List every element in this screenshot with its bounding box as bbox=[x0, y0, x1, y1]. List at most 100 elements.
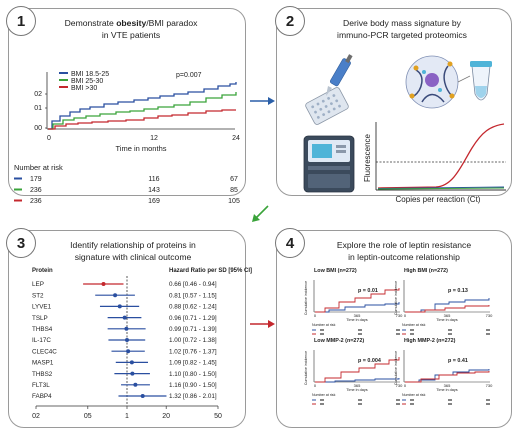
mini-km-xlabel: Time in days bbox=[436, 318, 457, 322]
mini-km-chart-0: Low BMI (n=272) p = 0.01 Cumulative incide… bbox=[304, 268, 403, 335]
km-xtick-0: 0 bbox=[47, 135, 51, 142]
forest-xtick-label: 20 bbox=[162, 413, 170, 420]
forest-hr-label: 0.96 [0.71 - 1.29] bbox=[169, 315, 217, 322]
mini-km-risk-mark bbox=[410, 399, 414, 401]
mini-km-xlabel: Time in days bbox=[346, 388, 367, 392]
panel-1-title-bold: obesity bbox=[116, 18, 147, 28]
forest-point bbox=[125, 338, 129, 342]
forest-protein-label: TSLP bbox=[32, 315, 48, 322]
mini-km-risk-mark bbox=[396, 329, 400, 331]
mini-km-risk-mark bbox=[396, 403, 400, 405]
panel-1-number: 1 bbox=[6, 6, 36, 36]
mini-km-risk-title: Number at risk bbox=[312, 393, 336, 397]
km-legend-label-1: BMI 25-30 bbox=[71, 78, 103, 85]
km-legend-label-0: BMI 18.5-25 bbox=[71, 71, 109, 78]
mini-km-risk-mark bbox=[486, 329, 490, 331]
mini-km-risk-mark bbox=[448, 329, 452, 331]
km-risk-value: 236 bbox=[30, 187, 42, 194]
mini-km-pvalue: p = 0.01 bbox=[358, 288, 378, 294]
arrow-3-to-4 bbox=[250, 320, 275, 328]
panel-4 bbox=[276, 230, 512, 428]
forest-hr-label: 1.32 [0.86 - 2.01] bbox=[169, 393, 217, 400]
forest-hr-label: 1.00 [0.72 - 1.38] bbox=[169, 337, 217, 344]
km-at-risk-title: Number at risk bbox=[14, 163, 63, 172]
km-ytick-0: 02 bbox=[34, 91, 42, 98]
panel-4-title: Explore the role of leptin resistance in… bbox=[336, 240, 472, 262]
mini-km-xlabel: Time in days bbox=[346, 318, 367, 322]
panel-2-title: Derive body mass signature by immuno-PCR… bbox=[337, 18, 467, 40]
forest-hr-label: 1.02 [0.76 - 1.37] bbox=[169, 348, 217, 355]
km-xtick-1: 12 bbox=[150, 135, 158, 142]
panel-1-title: Demonstrate obesity/BMI paradox in VTE p… bbox=[64, 18, 198, 40]
mini-km-xtick: 365 bbox=[354, 313, 361, 318]
mini-km-title: Low MMP-2 (n=272) bbox=[314, 338, 364, 344]
forest-hr-label: 0.99 [0.71 - 1.39] bbox=[169, 326, 217, 333]
forest-protein-label: ST2 bbox=[32, 292, 44, 299]
forest-hr-label: 0.66 [0.46 - 0.94] bbox=[169, 281, 217, 288]
mini-km-risk-mark bbox=[358, 333, 362, 335]
km-ytick-1: 01 bbox=[34, 105, 42, 112]
panel-2-illustration: Fluorescence Copies per reaction (Ct) bbox=[303, 54, 506, 204]
forest-point bbox=[124, 326, 129, 331]
mini-km-curve bbox=[315, 288, 400, 313]
tube-icon bbox=[470, 61, 492, 101]
km-pvalue: p=0.007 bbox=[176, 72, 202, 79]
mini-km-risk-mark bbox=[486, 403, 490, 405]
pipette-plate-icon bbox=[305, 54, 353, 125]
km-curve-0 bbox=[48, 82, 237, 130]
mini-km-title: Low BMI (n=272) bbox=[314, 268, 357, 274]
forest-point bbox=[130, 371, 135, 376]
forest-hr-label: 0.88 [0.62 - 1.24] bbox=[169, 304, 217, 311]
mini-km-xtick: 0 bbox=[404, 313, 407, 318]
mini-km-xlabel: Time in days bbox=[436, 388, 457, 392]
mini-km-risk-mark bbox=[410, 333, 414, 335]
mini-km-xtick: 730 bbox=[396, 313, 403, 318]
forest-protein-label: THBS4 bbox=[32, 326, 53, 333]
forest-point bbox=[101, 282, 106, 286]
mini-km-pvalue: p = 0.13 bbox=[448, 288, 468, 294]
panel-3-number: 3 bbox=[6, 228, 36, 258]
forest-plot: Protein Hazard Ratio per SD [95% CI] LEP… bbox=[32, 268, 252, 420]
mini-km-curve bbox=[315, 302, 400, 313]
mini-km-risk-mark bbox=[410, 329, 414, 331]
forest-xtick-label: 50 bbox=[214, 413, 222, 420]
mini-km-risk-mark bbox=[486, 399, 490, 401]
mini-km-risk-mark bbox=[448, 333, 452, 335]
mini-km-risk-mark bbox=[320, 329, 324, 331]
mini-km-ylabel: Cumulative incidence bbox=[304, 281, 308, 315]
panel-3-title: Identify relationship of proteins in sig… bbox=[70, 240, 196, 262]
mini-km-title: High MMP-2 (n=272) bbox=[404, 338, 456, 344]
mini-km-risk-mark bbox=[396, 333, 400, 335]
km-chart: BMI 18.5-25 BMI 25-30 BMI >30 p=0.007 02… bbox=[14, 71, 240, 205]
forest-point bbox=[133, 382, 138, 387]
km-risk-value: 169 bbox=[148, 198, 160, 205]
mini-km-risk-mark bbox=[486, 333, 490, 335]
km-risk-value: 67 bbox=[230, 176, 238, 183]
km-risk-value: 236 bbox=[30, 198, 42, 205]
km-risk-value: 116 bbox=[148, 176, 159, 183]
arrow-2-to-3 bbox=[252, 205, 269, 222]
amplification-curve bbox=[377, 123, 505, 189]
forest-hr-label: 1.16 [0.90 - 1.50] bbox=[169, 382, 217, 389]
km-xtick-2: 24 bbox=[232, 135, 240, 142]
forest-protein-label: CLEC4C bbox=[32, 348, 57, 355]
forest-protein-label: LYVE1 bbox=[32, 304, 52, 311]
forest-col-protein: Protein bbox=[32, 268, 53, 274]
mini-km-xtick: 730 bbox=[396, 383, 403, 388]
antibody-molecule-icon bbox=[405, 55, 471, 109]
mini-km-risk-mark bbox=[320, 403, 324, 405]
mini-km-risk-mark bbox=[448, 403, 452, 405]
mini-km-xtick: 365 bbox=[354, 383, 361, 388]
mini-km-curve bbox=[405, 305, 490, 313]
mini-km-risk-mark bbox=[320, 399, 324, 401]
km-risk-value: 105 bbox=[228, 198, 240, 205]
mini-km-pvalue: p = 0.004 bbox=[358, 358, 381, 364]
forest-point bbox=[122, 315, 127, 320]
km-risk-value: 143 bbox=[148, 187, 160, 194]
forest-xtick-label: 1 bbox=[125, 413, 129, 420]
km-risk-value: 85 bbox=[230, 187, 238, 194]
forest-point bbox=[140, 394, 145, 398]
mini-km-xtick: 365 bbox=[444, 313, 451, 318]
mini-km-chart-3: High MMP-2 (n=272) p = 0.41 Cumulative inc… bbox=[394, 338, 493, 405]
mini-km-ylabel: Cumulative incidence bbox=[394, 281, 398, 315]
